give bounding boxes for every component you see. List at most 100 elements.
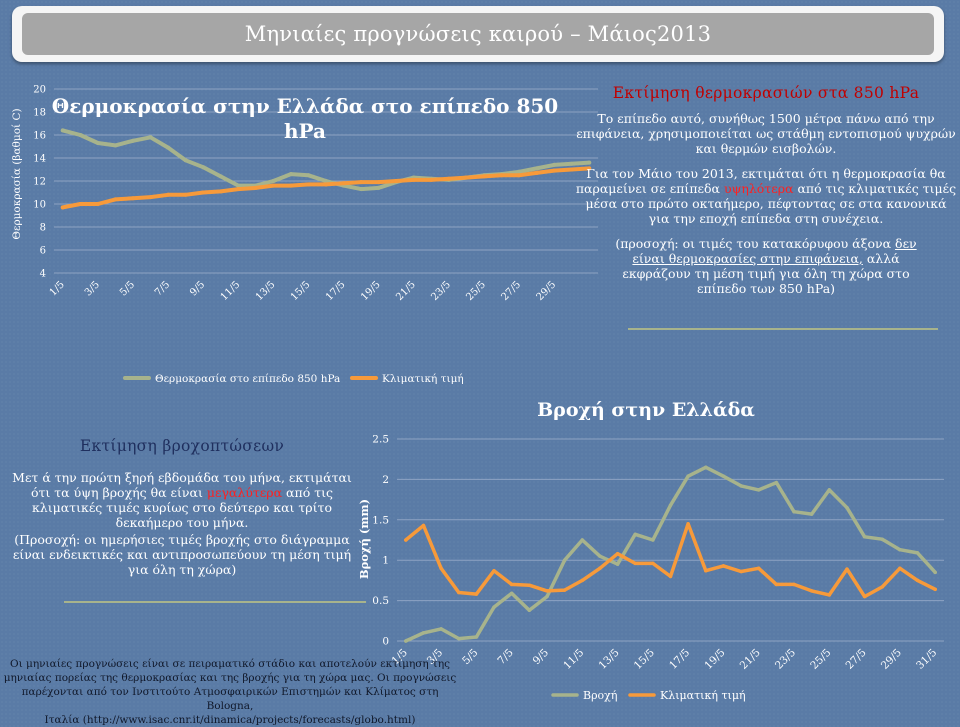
temperature-explanation-paragraph-1: Το επίπεδο αυτό, συνήθως 1500 μέτρα πάνω… xyxy=(576,111,956,156)
data-point-2-23 xyxy=(792,582,796,587)
data-point-1-9 xyxy=(545,594,549,599)
y-tick-label: 1.5 xyxy=(372,514,389,526)
chart-title-line: Θερμοκρασία στην Ελλάδα στο επίπεδο 850 xyxy=(52,94,558,118)
y-tick-label: 10 xyxy=(33,200,46,211)
data-point-2-28 xyxy=(534,170,539,175)
data-point-2-12 xyxy=(253,185,258,190)
x-tick-label: 15/5 xyxy=(632,647,657,672)
temperature-note-underlined: δεν είναι θερμοκρασίες στην επιφάνεια, xyxy=(632,236,917,266)
y-tick-label: 14 xyxy=(33,154,46,165)
data-point-2-10 xyxy=(218,189,223,194)
title-inner: Μηνιαίες προγνώσεις καιρού – Μάιος2013 xyxy=(22,13,934,55)
data-point-1-14 xyxy=(288,172,293,177)
data-point-1-10 xyxy=(218,174,223,179)
data-point-2-8 xyxy=(183,192,188,197)
chart-title: Βροχή στην Ελλάδα xyxy=(537,399,755,421)
data-point-2-2 xyxy=(421,523,426,528)
data-point-2-19 xyxy=(376,180,381,185)
data-point-2-31 xyxy=(587,166,592,171)
data-point-2-3 xyxy=(439,566,443,571)
temperature-paragraph-2-end: από τις κλιματικές τιμές μέσα στο πρώτο … xyxy=(585,181,957,226)
x-tick-label: 9/5 xyxy=(531,647,551,667)
data-point-1-28 xyxy=(880,537,884,541)
data-point-1-18 xyxy=(359,187,364,192)
data-point-2-14 xyxy=(288,183,293,188)
data-point-2-27 xyxy=(517,173,522,178)
precipitation-explanation-paragraph-1: Μετ ά την πρώτη ξηρή εβδομάδα του μήνα, … xyxy=(2,470,362,530)
title-bar: Μηνιαίες προγνώσεις καιρού – Μάιος2013 xyxy=(12,6,944,62)
x-tick-label: 7/5 xyxy=(495,647,515,667)
data-point-2-5 xyxy=(474,592,479,596)
data-point-2-29 xyxy=(552,168,557,173)
data-point-2-15 xyxy=(306,182,311,187)
data-point-1-22 xyxy=(774,480,779,485)
data-point-2-25 xyxy=(481,174,486,179)
source-attribution: Οι μηνιαίες προγνώσεις είναι σε πειραματ… xyxy=(0,657,460,727)
data-point-1-11 xyxy=(236,183,241,188)
y-tick-label: 20 xyxy=(33,85,46,96)
data-point-1-26 xyxy=(845,505,849,510)
data-point-1-4 xyxy=(457,636,461,641)
data-point-2-1 xyxy=(404,538,408,542)
y-tick-label: 4 xyxy=(40,269,46,280)
data-point-2-9 xyxy=(545,589,549,593)
precipitation-paragraph-start: Μετ ά την πρώτη ξηρή εβδομάδα του μήνα, … xyxy=(12,470,352,500)
y-tick-label: 0 xyxy=(382,636,389,648)
series-line-1 xyxy=(404,465,937,643)
data-point-1-30 xyxy=(569,161,574,166)
data-point-1-7 xyxy=(166,145,171,150)
data-point-1-9 xyxy=(201,165,206,170)
y-axis-label: Θερμοκρασία (βαθμοί C) xyxy=(10,108,23,239)
data-point-2-24 xyxy=(809,589,814,593)
temperature-explanation: Εκτίμηση θερμοκρασιών στα 850 hPa Το επί… xyxy=(574,83,958,296)
legend-label-2: Κλιματική τιμή xyxy=(382,372,464,385)
data-point-1-29 xyxy=(898,547,902,552)
chart-title-line: hPa xyxy=(284,119,326,143)
data-point-1-21 xyxy=(756,488,761,492)
temperature-explanation-paragraph-2: Για τον Μάιο του 2013, εκτιμάται ότι η θ… xyxy=(574,166,958,226)
data-point-2-15 xyxy=(651,561,655,566)
data-point-2-4 xyxy=(113,197,118,202)
y-tick-label: 1 xyxy=(382,555,389,567)
data-point-2-22 xyxy=(774,582,779,587)
legend-label-2: Κλιματική τιμή xyxy=(660,689,746,702)
legend-label-1: Θερμοκρασία στο επίπεδο 850 hPa xyxy=(155,372,340,385)
precipitation-highlight-word: μεγαλύτερα xyxy=(206,485,283,500)
data-point-1-6 xyxy=(148,135,153,140)
temperature-note: (προσοχή: οι τιμές του κατακόρυφου άξονα… xyxy=(574,236,958,296)
y-tick-label: 18 xyxy=(33,108,46,119)
data-point-2-22 xyxy=(429,177,434,182)
data-point-1-15 xyxy=(651,538,655,542)
x-tick-label: 11/5 xyxy=(561,647,586,672)
data-point-2-19 xyxy=(721,564,726,568)
data-point-1-13 xyxy=(271,179,276,183)
x-tick-label: 27/5 xyxy=(844,647,869,672)
data-point-1-16 xyxy=(324,179,328,183)
data-point-2-29 xyxy=(898,566,902,571)
y-tick-label: 0.5 xyxy=(372,595,389,607)
data-point-2-21 xyxy=(756,566,761,571)
data-point-2-8 xyxy=(527,583,532,587)
data-point-2-16 xyxy=(668,574,673,579)
temperature-panel-divider xyxy=(628,328,938,330)
data-point-2-31 xyxy=(933,587,937,592)
data-point-1-2 xyxy=(421,631,426,635)
y-tick-label: 8 xyxy=(40,223,46,234)
data-point-1-10 xyxy=(562,558,567,562)
data-point-2-7 xyxy=(509,582,514,587)
data-point-1-19 xyxy=(376,185,381,190)
source-line-1: Οι μηνιαίες προγνώσεις είναι σε πειραματ… xyxy=(9,658,451,670)
temperature-note-start: (προσοχή: οι τιμές του κατακόρυφου άξονα xyxy=(615,236,892,251)
source-line-4: Ιταλία (http://www.isac.cnr.it/dinamica/… xyxy=(44,714,416,726)
data-point-1-5 xyxy=(474,635,479,639)
data-point-1-7 xyxy=(509,591,514,596)
x-tick-label: 13/5 xyxy=(597,647,622,672)
temperature-explanation-heading: Εκτίμηση θερμοκρασιών στα 850 hPa xyxy=(612,84,920,102)
data-point-2-16 xyxy=(324,182,328,187)
data-point-1-4 xyxy=(113,143,118,148)
data-point-2-28 xyxy=(880,585,884,589)
source-line-2: μηνιαίας πορείας της θερμοκρασίας και τη… xyxy=(3,672,457,684)
x-tick-label: 21/5 xyxy=(738,647,763,672)
data-point-2-13 xyxy=(615,551,620,556)
